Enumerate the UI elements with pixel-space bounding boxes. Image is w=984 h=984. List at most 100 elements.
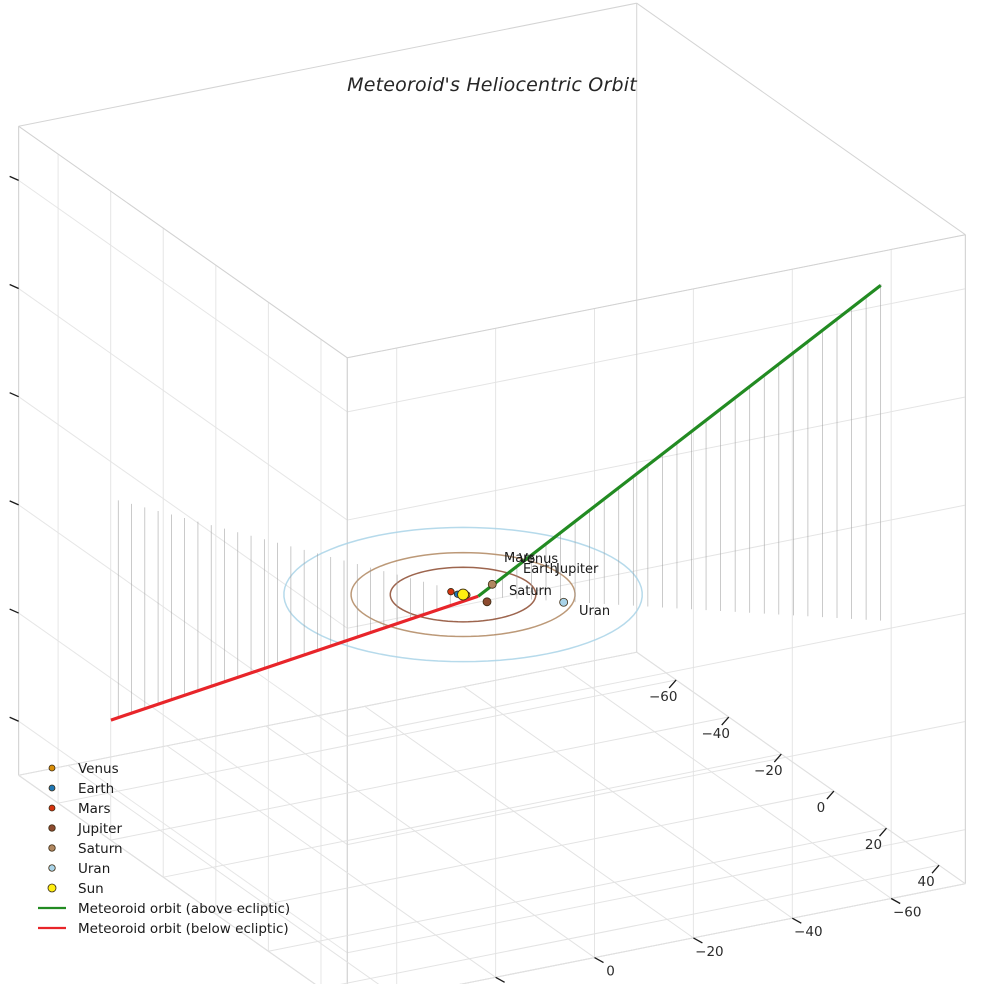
- legend-marker-jupiter: [48, 824, 56, 832]
- floor-grid-line: [364, 705, 694, 939]
- floor-grid-line: [18, 651, 637, 776]
- wall-grid-horizontal: [18, 774, 316, 984]
- body-label-saturn: Saturn: [509, 584, 552, 599]
- x-tick: [668, 679, 677, 689]
- wall-grid-horizontal: [18, 179, 348, 413]
- z-tick: [9, 283, 19, 290]
- legend-marker-venus: [48, 764, 56, 772]
- meteoroid-above-ecliptic-line: [477, 284, 882, 598]
- floor-grid-line: [163, 753, 782, 878]
- wall-grid-horizontal: [18, 612, 348, 845]
- x-tick: [878, 827, 887, 837]
- body-label-jupiter: Jupiter: [555, 562, 599, 577]
- legend-label: Venus: [78, 761, 119, 777]
- legend-marker-earth: [48, 784, 56, 792]
- orbit-path-jupiter: [389, 566, 537, 623]
- floor-grid-line: [110, 716, 729, 841]
- legend-label: Saturn: [78, 841, 123, 857]
- body-marker-saturn: [487, 579, 497, 589]
- wall-grid-horizontal: [347, 504, 966, 629]
- legend-label: Mars: [78, 801, 111, 817]
- body-label-uran: Uran: [579, 604, 610, 619]
- page-title: Meteoroid's Heliocentric Orbit: [347, 74, 637, 96]
- body-label-earth: Earth: [523, 562, 558, 577]
- y-tick: [890, 897, 901, 905]
- legend-marker-mars: [48, 804, 56, 812]
- y-tick: [693, 937, 703, 944]
- z-tick: [9, 392, 19, 398]
- legend-label: Sun: [78, 881, 104, 897]
- x-tick-label: −20: [754, 763, 783, 779]
- floor-grid-line: [268, 827, 887, 952]
- floor-grid-line: [562, 666, 892, 899]
- floor-grid-line: [459, 883, 966, 984]
- body-marker-sun: [457, 588, 469, 601]
- body-marker-mars: [447, 588, 455, 596]
- x-tick-label: 20: [865, 837, 882, 853]
- y-tick: [495, 976, 505, 983]
- y-tick-label: 0: [606, 964, 615, 980]
- wall-grid-horizontal: [347, 288, 966, 413]
- meteoroid-track: [110, 284, 882, 722]
- floor-grid-line: [67, 765, 380, 984]
- y-tick-label: −20: [695, 944, 724, 960]
- legend: Venus Earth Mars Jupiter Saturn Uran Sun Meteor…: [38, 761, 290, 937]
- wall-grid-horizontal: [18, 504, 348, 737]
- wall-grid-horizontal: [347, 720, 966, 846]
- body-marker-jupiter: [482, 597, 492, 607]
- x-tick-label: 40: [918, 874, 935, 890]
- box-edge: [636, 2, 966, 236]
- body-marker-uran: [559, 597, 569, 607]
- legend-label: Jupiter: [77, 821, 122, 837]
- box-edge: [18, 774, 316, 984]
- y-tick-label: −40: [794, 924, 823, 940]
- legend-label: Meteoroid orbit (below ecliptic): [78, 921, 289, 937]
- floor-grid-line: [463, 686, 793, 919]
- legend-marker-saturn: [48, 844, 56, 852]
- box-edge: [18, 2, 637, 127]
- legend-marker-uran: [48, 864, 56, 872]
- panes-group: [18, 2, 966, 984]
- y-tick: [791, 917, 802, 924]
- floor-grid-line: [265, 725, 595, 958]
- z-tick: [9, 500, 19, 506]
- box-edge: [18, 125, 348, 359]
- meteoroid-stems: [117, 284, 882, 719]
- floor-grid-line: [166, 745, 496, 978]
- y-tick: [594, 957, 604, 964]
- x-tick: [721, 716, 730, 726]
- orbit-path-uran: [283, 526, 643, 663]
- x-tick: [773, 753, 782, 763]
- legend-label: Uran: [78, 861, 110, 877]
- x-tick: [826, 790, 835, 800]
- floor-grid-line: [215, 790, 834, 915]
- floor-grid-line: [340, 864, 940, 984]
- axis-ticks: −40−200204060−60−40−2002040−60−40−200204…: [9, 175, 940, 984]
- wall-grid-horizontal: [347, 829, 966, 954]
- wall-grid-horizontal: [18, 396, 348, 629]
- box-edge: [347, 234, 966, 359]
- legend-label: Earth: [78, 781, 114, 797]
- legend-label: Meteoroid orbit (above ecliptic): [78, 901, 290, 917]
- floor-grid-line: [57, 679, 677, 804]
- x-tick-label: 0: [817, 800, 826, 816]
- body-label-mars: Mars: [504, 551, 536, 566]
- x-tick-label: −60: [649, 689, 678, 705]
- wall-grid-horizontal: [347, 612, 966, 737]
- x-tick: [931, 864, 940, 874]
- wall-grid-horizontal: [18, 288, 348, 521]
- floor-grid: [18, 651, 966, 984]
- meteoroid-below-ecliptic-line: [110, 594, 479, 722]
- x-tick-label: −40: [701, 726, 730, 742]
- z-tick: [9, 608, 19, 614]
- legend-marker-sun: [47, 883, 57, 893]
- floor-grid-line: [18, 774, 316, 984]
- body-label-venus: Venus: [519, 552, 558, 567]
- wall-grid-horizontal: [18, 720, 348, 954]
- y-tick-label: −60: [893, 905, 922, 921]
- z-tick: [9, 175, 19, 181]
- z-tick: [9, 716, 19, 722]
